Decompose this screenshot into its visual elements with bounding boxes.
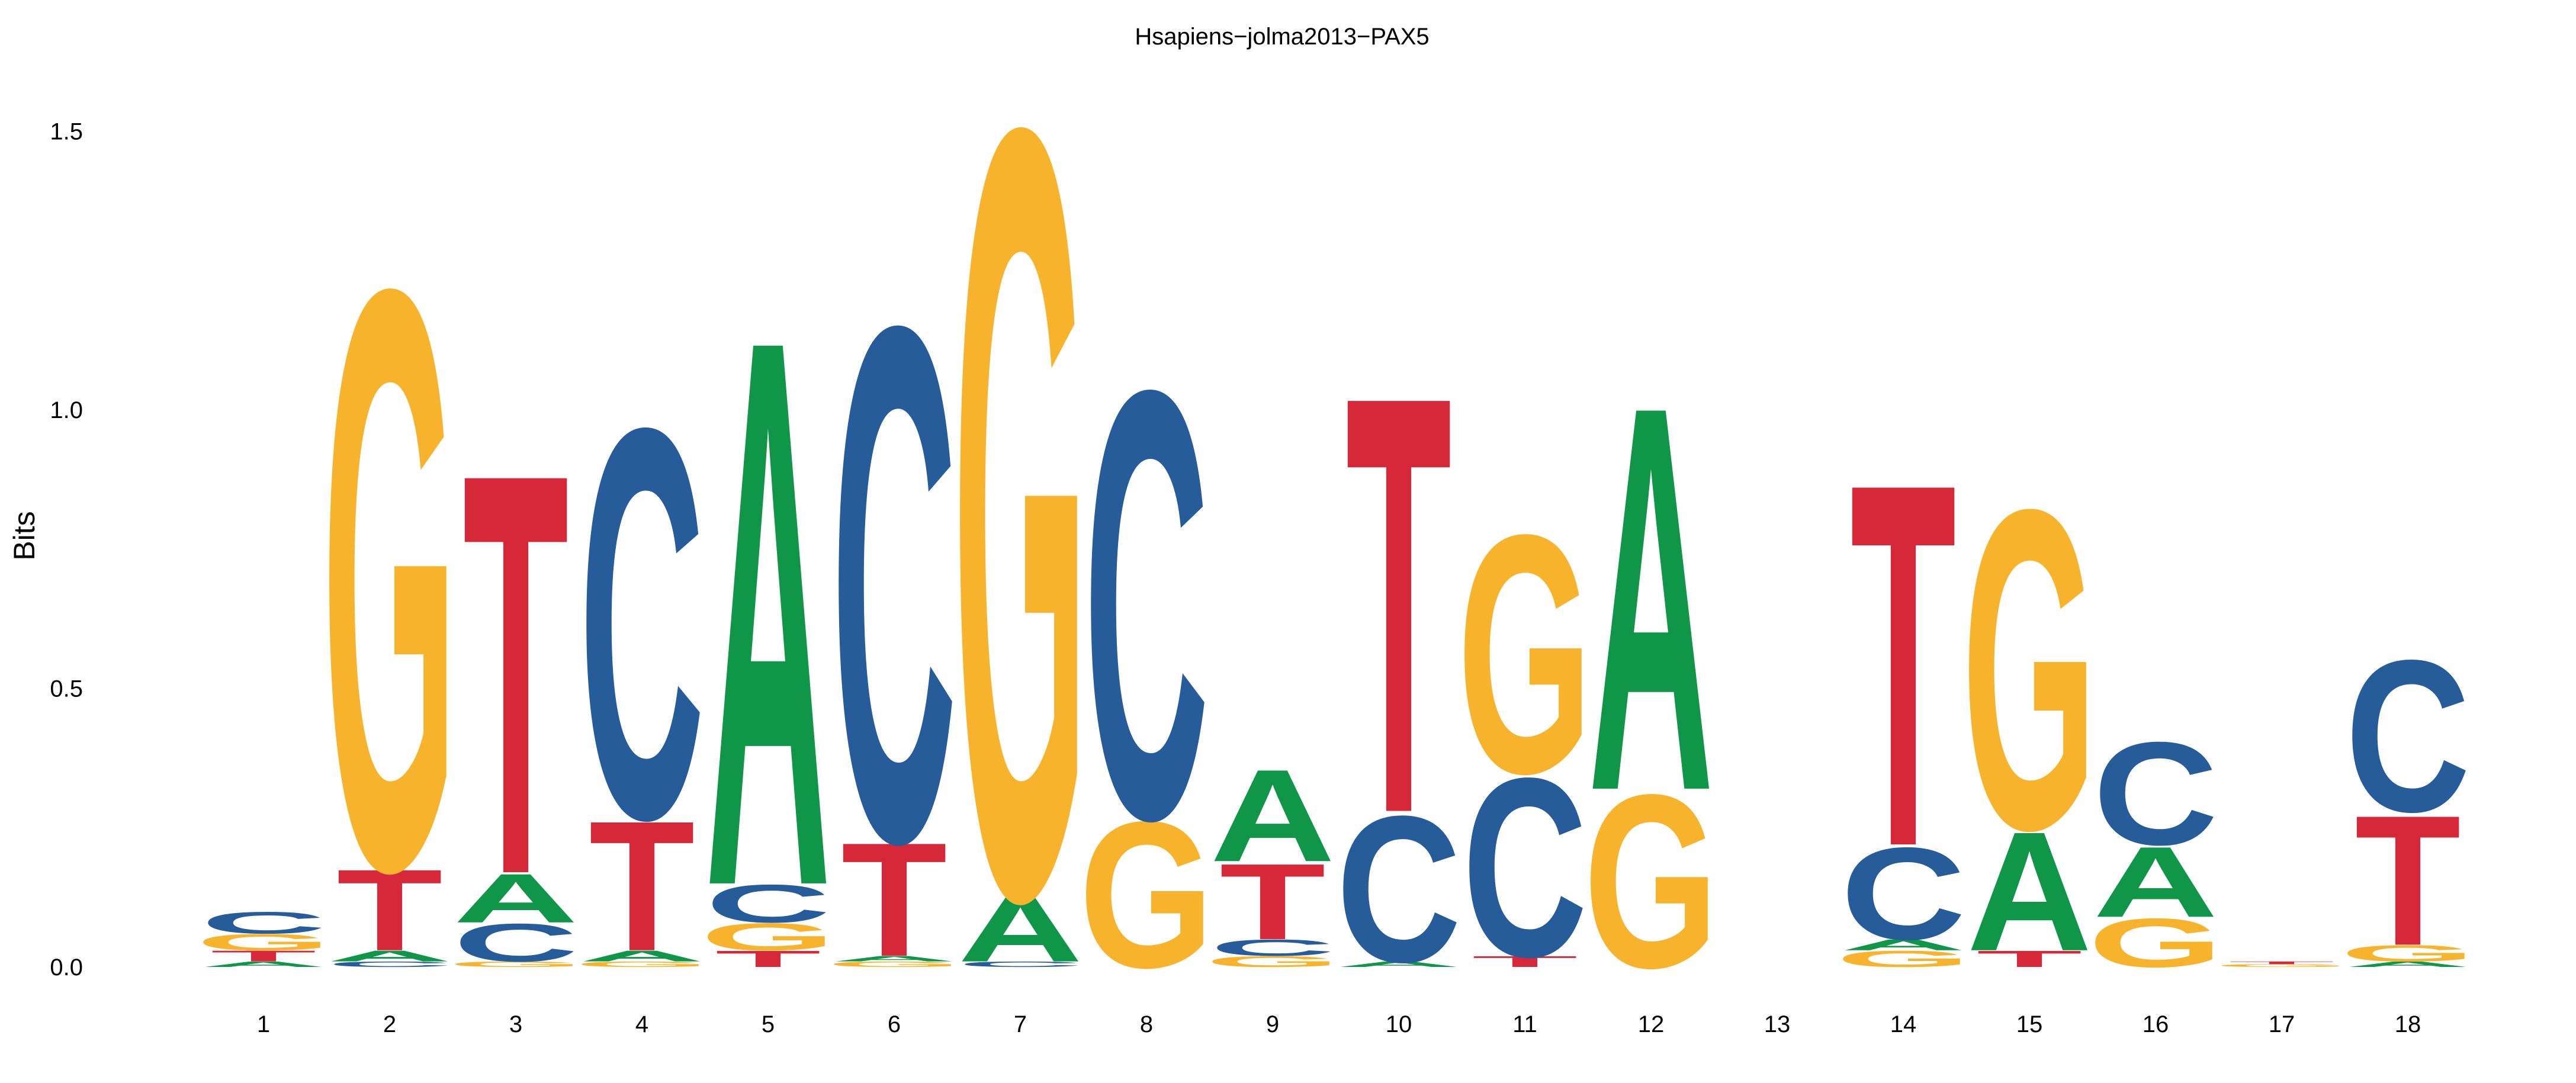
logo-letter-g: G [574,960,709,969]
x-tick-label: 17 [2269,1011,2295,1037]
logo-letter-c: C [1841,821,1965,968]
x-tick-label: 18 [2395,1011,2421,1037]
x-tick-label: 3 [509,1011,522,1037]
logo-letter-g: G [2340,940,2475,966]
x-tick-label: 12 [1638,1011,1665,1037]
logo-letter-a: A [579,947,704,965]
x-tick-label: 13 [1764,1011,1791,1037]
logo-letter-g: G [1583,743,1719,1020]
x-tick-label: 7 [1014,1011,1027,1037]
x-tick-label: 6 [888,1011,901,1037]
logo-letter-g: G [701,915,836,959]
logo-letter-c: C [1210,935,1335,961]
logo-letter-a: A [453,860,579,937]
logo-letter-t: T [463,355,569,994]
x-tick-label: 11 [1512,1011,1537,1037]
x-tick-label: 9 [1266,1011,1279,1037]
logo-letter-c: C [1336,772,1461,1006]
y-tick-label: 0.5 [50,676,83,702]
logo-letter-a: A [1210,743,1335,889]
y-tick-label: 1.5 [50,119,83,145]
x-tick-label: 14 [1890,1011,1917,1037]
logo-letter-t: T [1851,376,1957,955]
chart-title: Hsapiens−jolma2013−PAX5 [1135,24,1429,50]
logo-letter-g: G [448,960,583,969]
logo-letter-a: A [1841,936,1965,953]
logo-letter-t: T [2229,960,2335,965]
logo-letter-c: C [453,912,578,973]
logo-letter-t: T [715,946,821,972]
x-tick-label: 16 [2143,1011,2169,1037]
logo-letter-t: T [337,845,443,975]
logo-letter-t: T [1346,272,1452,938]
x-tick-label: 8 [1140,1011,1153,1037]
logo-letter-c: C [2345,615,2470,857]
y-tick-label: 0.0 [50,955,83,981]
logo-letter-c: C [958,960,1083,969]
logo-letter-g: G [1836,946,1971,972]
x-tick-label: 5 [762,1011,775,1037]
logo-letter-c: C [2093,711,2218,876]
logo-letter-t: T [2355,777,2461,984]
y-axis-label: Bits [8,511,41,560]
logo-letter-g: G [2214,963,2349,968]
logo-letter-g: G [322,117,457,1043]
logo-letter-t: T [589,783,695,990]
logo-letter-g: G [1205,953,1340,970]
logo-letter-a: A [1967,796,2092,986]
logo-letter-c: C [579,312,704,935]
x-tick-label: 4 [635,1011,648,1037]
logo-letter-a: A [831,955,956,963]
logo-letter-c: C [1462,725,1587,1011]
logo-letter-c: C [201,905,326,940]
logo-letter-a: A [958,877,1083,981]
x-tick-label: 1 [257,1011,270,1037]
logo-letter-c: C [831,173,956,995]
logo-letter-c: C [327,960,452,969]
logo-letter-a: A [327,947,452,965]
logo-letter-g: G [1962,414,2097,925]
logo-letter-g: G [1079,777,1214,1011]
x-tick-label: 10 [1386,1011,1412,1037]
logo-letter-g: G [2088,904,2223,982]
logo-letter-c: C [1084,263,1209,946]
logo-letter-g: G [196,929,331,955]
logo-letter-a: A [1336,960,1461,969]
logo-letter-g: G [1457,464,1592,844]
logo-letter-a: A [201,960,326,969]
logo-letter-a: A [2093,825,2218,938]
x-tick-label: 15 [2016,1011,2043,1037]
y-tick-label: 1.0 [50,397,83,423]
y-axis-ticks: 0.0 0.5 1.0 1.5 [50,119,83,981]
logo-letter-t: T [1472,953,1578,970]
logo-letter-t: T [1977,946,2083,972]
logo-letter-a: A [1588,291,1713,905]
logo-letter-g: G [827,960,962,969]
logo-letter-t: T [1220,841,1326,962]
logo-letter-c: C [705,873,830,934]
logo-letter-a: A [2345,960,2470,969]
logo-letter-t: T [211,947,317,965]
x-tick-label: 2 [383,1011,396,1037]
logo-letter-g: G [953,0,1088,1083]
logo-letter-a: A [705,175,830,1049]
x-axis-ticks: 1 2 3 4 5 6 7 8 9 10 11 12 13 14 15 16 17 18 [257,1011,2421,1037]
logo-letter-t: T [841,809,947,991]
